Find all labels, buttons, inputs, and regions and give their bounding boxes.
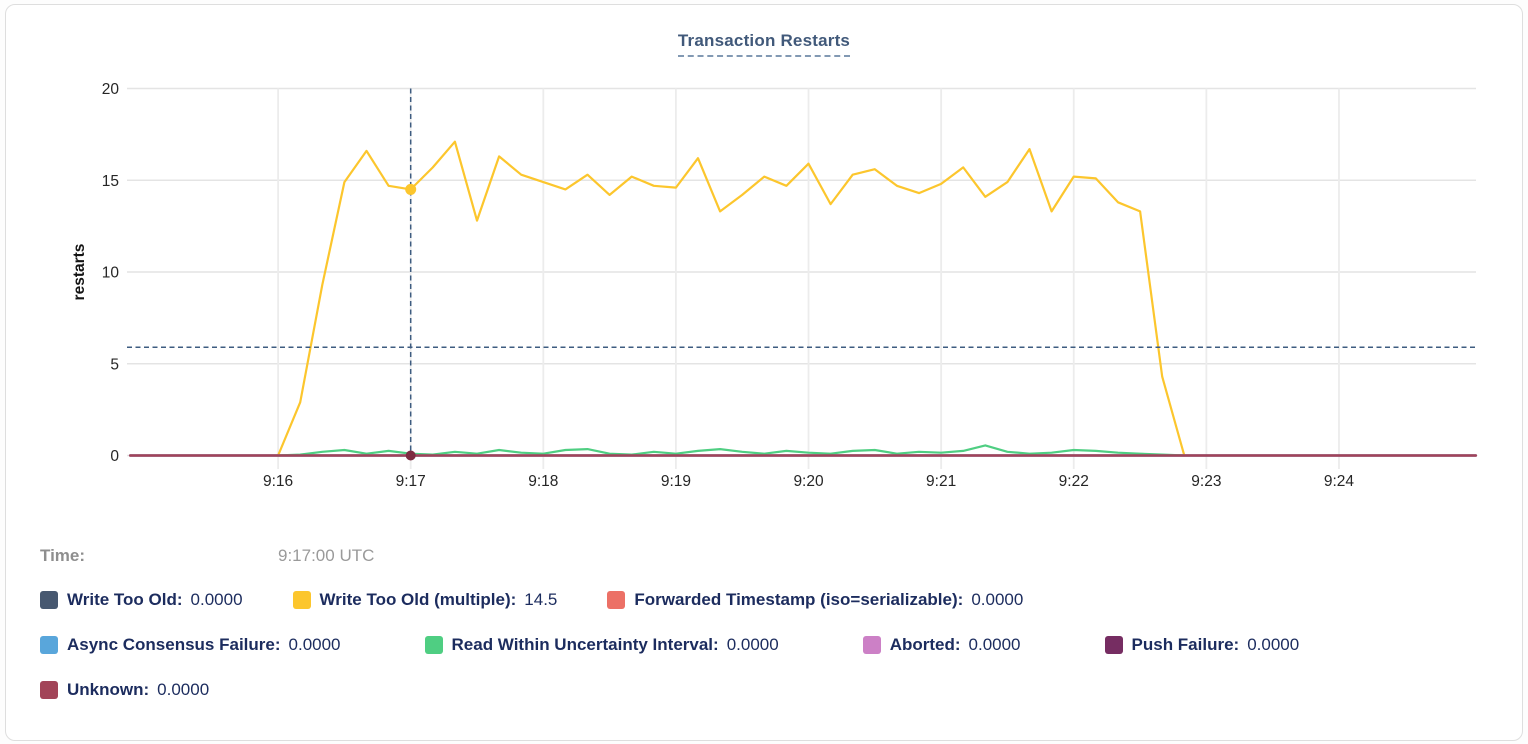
hover-dot-unknown (405, 450, 416, 461)
x-tick-label: 9:19 (661, 473, 691, 490)
legend-label: Write Too Old: (67, 590, 183, 609)
legend-row: Write Too Old: 0.0000 Write Too Old (multi… (40, 590, 1502, 610)
x-tick-label: 9:16 (263, 473, 293, 490)
legend-swatch (1104, 636, 1123, 654)
legend-row: Async Consensus Failure: 0.0000 Read Withi… (40, 635, 1502, 655)
legend-label: Write Too Old (multiple): (319, 590, 517, 609)
legend-item-write-too-old-multiple: Write Too Old (multiple): 14.5 (292, 590, 558, 610)
legend-item-async-consensus-failure: Async Consensus Failure: 0.0000 (40, 635, 341, 655)
legend-item-write-too-old: Write Too Old: 0.0000 (40, 590, 243, 610)
legend-swatch (40, 591, 58, 609)
legend-label: Aborted: (889, 635, 961, 654)
legend-label: Read Within Uncertainty Interval: (451, 635, 719, 654)
legend-item-read-within-uncertainty-interval: Read Within Uncertainty Interval: 0.0000 (424, 635, 779, 655)
y-tick-label: 10 (102, 265, 120, 282)
legend-item-forwarded-timestamp-iso-serializable: Forwarded Timestamp (iso=serializable): 0… (607, 590, 1023, 610)
legend-value: 0.0000 (288, 635, 341, 654)
legend-label: Forwarded Timestamp (iso=serializable): (634, 590, 964, 609)
legend-item-unknown: Unknown: 0.0000 (40, 680, 209, 700)
x-tick-label: 9:20 (793, 473, 824, 490)
chart-title[interactable]: Transaction Restarts (677, 31, 851, 57)
legend-swatch (40, 636, 58, 654)
x-tick-label: 9:18 (528, 473, 558, 490)
y-tick-label: 0 (110, 448, 119, 465)
legend-value: 0.0000 (157, 680, 210, 699)
series-write-too-old-multiple (277, 140, 1186, 457)
x-tick-label: 9:17 (396, 473, 426, 490)
legend-item-aborted: Aborted: 0.0000 (862, 635, 1021, 655)
legend-value: 0.0000 (1247, 635, 1300, 654)
gridlines: 0 5 10 15 20 9:16 9:17 9:18 9:19 9:20 9:21 9:22 9:23… (102, 81, 1476, 490)
hover-time-value: 9:17:00 UTC (278, 546, 375, 565)
legend-swatch (607, 591, 626, 609)
x-tick-label: 9:22 (1059, 473, 1089, 490)
legend-swatch (292, 591, 311, 609)
x-tick-label: 9:24 (1324, 473, 1355, 490)
chart-area[interactable]: 0 5 10 15 20 9:16 9:17 9:18 9:19 9:20 9:21 9:22 9:23… (6, 5, 1523, 510)
y-tick-label: 20 (102, 81, 120, 98)
legend: Write Too Old: 0.0000 Write Too Old (multi… (40, 590, 1502, 725)
x-tick-label: 9:23 (1191, 473, 1221, 490)
legend-value: 0.0000 (190, 590, 243, 609)
hover-time-label: Time: (40, 546, 86, 565)
legend-item-push-failure: Push Failure: 0.0000 (1104, 635, 1300, 655)
chart-title-wrap: Transaction Restarts (6, 31, 1522, 57)
legend-swatch (40, 681, 58, 699)
y-tick-label: 5 (110, 356, 119, 373)
legend-label: Push Failure: (1131, 635, 1240, 654)
legend-value: 0.0000 (971, 590, 1024, 609)
legend-swatch (862, 636, 881, 654)
x-tick-label: 9:21 (926, 473, 956, 490)
chart-card: Transaction Restarts 0 5 10 15 20 9:16 9:17 9:1… (5, 4, 1523, 741)
legend-label: Async Consensus Failure: (67, 635, 281, 654)
legend-swatch (424, 636, 443, 654)
legend-value: 0.0000 (726, 635, 779, 654)
legend-row: Unknown: 0.0000 (40, 680, 1502, 700)
legend-label: Unknown: (67, 680, 150, 699)
y-axis-label: restarts (71, 244, 88, 301)
hover-dot-write-too-old-multiple (405, 183, 417, 195)
y-tick-label: 15 (102, 173, 119, 190)
legend-value: 14.5 (524, 590, 558, 609)
hover-time-row: Time: 9:17:00 UTC (40, 546, 1488, 568)
legend-value: 0.0000 (968, 635, 1021, 654)
